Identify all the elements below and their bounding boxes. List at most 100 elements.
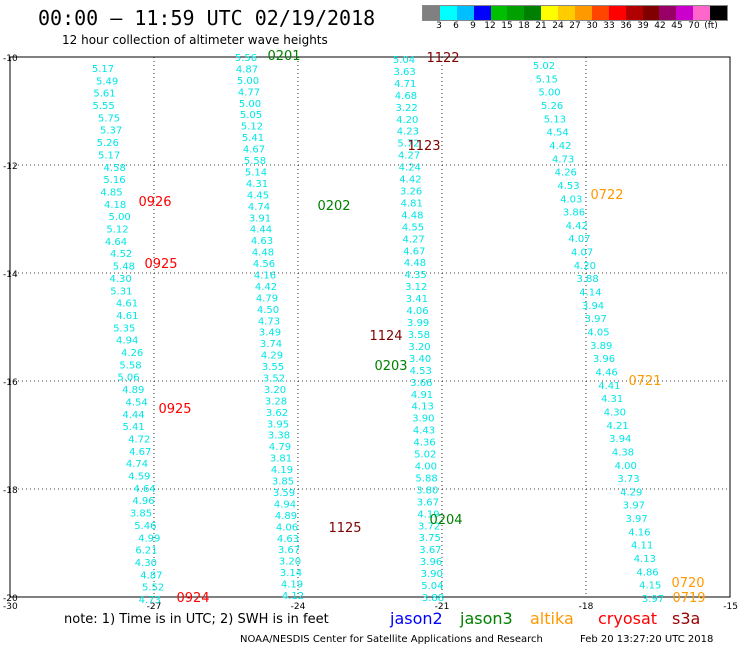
pass-time-label: 1123 (407, 139, 440, 154)
swh-value-label: 4.13 (412, 402, 434, 413)
swh-value-label: 3.75 (419, 533, 441, 544)
swh-value-label: 3.96 (593, 354, 615, 365)
swh-value-label: 4.38 (612, 447, 634, 458)
colorbar-swatch (473, 6, 491, 20)
swh-value-label: 5.00 (237, 76, 259, 87)
swh-value-label: 4.45 (247, 190, 269, 201)
swh-value-label: 4.21 (606, 421, 628, 432)
colorbar-swatch (423, 6, 440, 20)
colorbar-swatch (676, 6, 694, 20)
pass-time-label: 0720 (671, 576, 704, 591)
swh-value-label: 4.52 (110, 249, 132, 260)
swh-value-label: 5.15 (536, 74, 558, 85)
swh-value-label: 5.37 (100, 126, 122, 137)
swh-value-label: 4.15 (639, 581, 661, 592)
swh-value-label: 4.73 (552, 154, 574, 165)
legend-s3a: s3a (672, 609, 701, 628)
swh-value-label: 5.12 (241, 122, 263, 133)
swh-value-label: 4.44 (250, 225, 272, 236)
swh-value-label: 3.89 (590, 341, 612, 352)
swh-value-label: 3.28 (265, 396, 287, 407)
swh-value-label: 5.13 (544, 114, 566, 125)
swh-value-label: 3.59 (273, 488, 295, 499)
swh-value-label: 5.88 (415, 473, 437, 484)
swh-value-label: 4.50 (257, 305, 279, 316)
swh-value-label: 5.72 (397, 139, 419, 150)
swh-value-label: 4.42 (399, 175, 421, 186)
swh-value-label: 5.35 (113, 323, 135, 334)
colorbar-swatch (558, 6, 576, 20)
colorbar-swatch (507, 6, 525, 20)
swh-value-label: 3.90 (421, 569, 443, 580)
colorbar-swatch (659, 6, 677, 20)
swh-value-label: 4.19 (417, 509, 439, 520)
colorbar-label: 15 (501, 21, 513, 31)
swh-value-label: 4.00 (415, 461, 437, 472)
swh-value-label: 4.87 (140, 570, 162, 581)
swh-value-label: 4.43 (413, 426, 435, 437)
lon-tick-label: -15 (723, 602, 738, 612)
swh-value-label: 3.20 (264, 385, 286, 396)
swh-value-label: 4.56 (253, 259, 275, 270)
swh-value-label: 4.64 (105, 237, 127, 248)
swh-value-label: 3.85 (272, 477, 294, 488)
swh-value-label: 4.73 (139, 595, 161, 606)
swh-value-label: 4.73 (258, 316, 280, 327)
swh-value-label: 3.26 (400, 187, 422, 198)
lon-tick-label: -21 (435, 602, 450, 612)
lat-tick-label: -12 (3, 162, 18, 172)
swh-value-label: 4.13 (634, 554, 656, 565)
swh-value-label: 4.42 (255, 282, 277, 293)
swh-value-label: 5.48 (113, 262, 135, 273)
swh-value-label: 3.52 (263, 374, 285, 385)
swh-value-label: 3.74 (260, 339, 282, 350)
legend-jason3: jason3 (460, 609, 513, 628)
swh-value-label: 3.97 (626, 514, 648, 525)
colorbar-label: 27 (569, 21, 581, 31)
swh-value-label: 4.06 (276, 522, 298, 533)
swh-value-label: 4.79 (269, 442, 291, 453)
swh-value-label: 4.30 (109, 274, 131, 285)
swh-value-label: 4.85 (100, 187, 122, 198)
swh-value-label: 4.74 (248, 202, 270, 213)
colorbar-label: 18 (518, 21, 530, 31)
lat-tick-label: -16 (3, 378, 18, 388)
swh-value-label: 3.14 (280, 568, 302, 579)
swh-value-label: 3.20 (408, 342, 430, 353)
swh-value-label: 4.07 (571, 248, 593, 259)
colorbar-label: 42 (654, 21, 666, 31)
swh-value-label: 4.41 (598, 381, 620, 392)
lon-tick-label: -24 (291, 602, 306, 612)
swh-value-label: 4.77 (238, 87, 260, 98)
swh-value-label: 5.02 (414, 450, 436, 461)
colorbar-swatch (456, 6, 474, 20)
swh-value-label: 4.44 (122, 410, 144, 421)
swh-value-label: 4.89 (122, 385, 144, 396)
colorbar-label: 36 (620, 21, 632, 31)
swh-value-label: 3.95 (267, 419, 289, 430)
swh-value-label: 4.36 (413, 438, 435, 449)
swh-value-label: 3.80 (416, 485, 438, 496)
swh-value-label: 4.16 (254, 270, 276, 281)
colorbar-swatch (625, 6, 643, 20)
lat-tick-label: -14 (3, 270, 18, 280)
swh-value-label: 5.58 (244, 156, 266, 167)
swh-value-label: 5.41 (242, 133, 264, 144)
swh-value-label: 4.14 (579, 288, 601, 299)
swh-value-label: 3.58 (408, 330, 430, 341)
colorbar-swatch (439, 6, 457, 20)
swh-value-label: 4.67 (129, 447, 151, 458)
swh-value-label: 4.18 (104, 200, 126, 211)
swh-value-label: 3.41 (406, 294, 428, 305)
colorbar-labels: 3 6 9 12 15 18 21 24 27 30 33 36 39 42 45 70 (ft) (422, 21, 728, 33)
page-title: 00:00 – 11:59 UTC 02/19/2018 (38, 6, 376, 30)
lat-tick-label: -18 (3, 486, 18, 496)
pass-time-label: 0925 (158, 402, 191, 417)
lon-tick-label: -27 (147, 602, 162, 612)
swh-value-label: 4.29 (261, 351, 283, 362)
swh-value-label: 5.00 (538, 88, 560, 99)
legend-altika: altika (530, 609, 574, 628)
swh-value-label: 4.71 (394, 79, 416, 90)
swh-value-label: 5.41 (122, 422, 144, 433)
swh-value-label: 3.97 (585, 314, 607, 325)
